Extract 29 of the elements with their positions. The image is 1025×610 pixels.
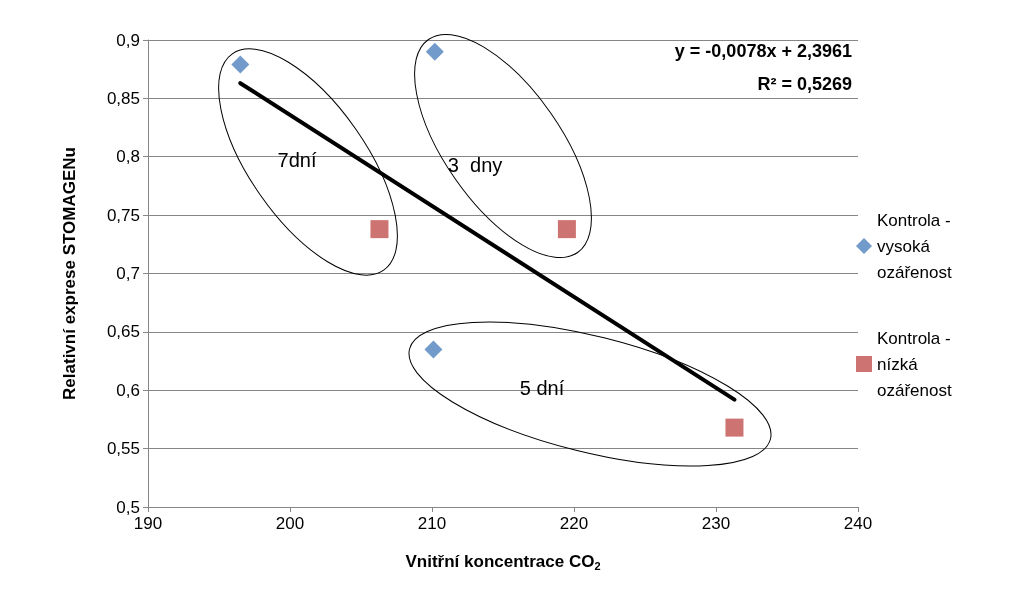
point [370, 220, 389, 239]
y-tick-label: 0,7 [116, 264, 140, 283]
annotation: y = -0,0078x + 2,3961 [674, 41, 852, 61]
y-tick-label: 0,9 [116, 30, 140, 50]
x-tick-label: 210 [417, 514, 447, 533]
point [231, 55, 250, 74]
point [557, 220, 576, 239]
annotation: 3 dny [447, 154, 503, 176]
point [425, 42, 444, 61]
annotation: R² = 0,5269 [757, 74, 852, 94]
y-tick-label: 0,65 [106, 322, 140, 342]
y-tick-label: 0,75 [106, 205, 140, 225]
y-tick-label: 0,55 [106, 439, 140, 459]
x-tick-label: 230 [701, 514, 731, 533]
annotation: 5 dní [519, 377, 565, 399]
x-tick-label: 220 [559, 514, 589, 533]
annotation: 7dní [277, 149, 317, 171]
y-axis-title: Relativní exprese STOMAGENu [60, 147, 79, 400]
point [424, 340, 443, 359]
y-tick-label: 0,6 [116, 380, 140, 400]
y-tick-label: 0,5 [116, 497, 140, 517]
point [725, 418, 744, 437]
x-tick-label: 240 [843, 514, 873, 533]
legend-label: Kontrola - nízká ozářenost [877, 328, 956, 400]
y-tick-label: 0,8 [116, 147, 140, 167]
y-tick-label: 0,85 [106, 88, 140, 108]
x-tick-label: 190 [133, 514, 163, 533]
legend-label: Kontrola - vysoká ozářenost [877, 210, 956, 282]
x-tick-label: 200 [275, 514, 305, 533]
